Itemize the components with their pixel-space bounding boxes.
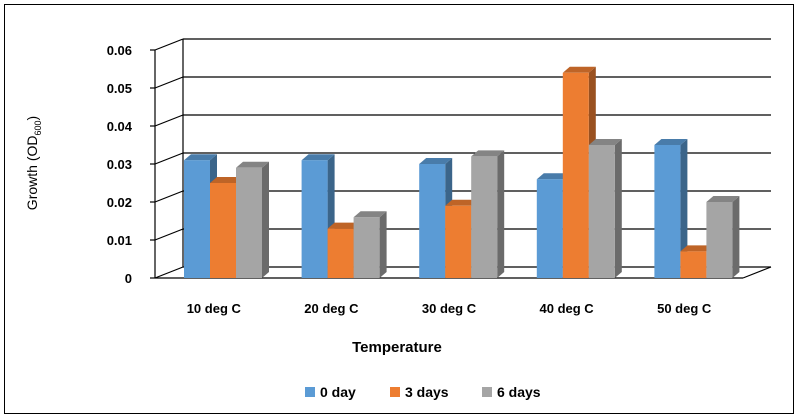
legend-item: 6 days <box>482 384 541 400</box>
bar-top <box>536 173 570 180</box>
bar-front <box>236 167 262 278</box>
bar-top <box>236 161 269 168</box>
x-tick-label: 20 deg C <box>304 301 359 316</box>
legend-label: 6 days <box>497 384 541 400</box>
gridline-connector <box>154 114 184 127</box>
x-tick-label: 40 deg C <box>540 301 595 316</box>
y-tick-label: 0.01 <box>107 233 132 248</box>
y-tick-label: 0.06 <box>107 43 132 58</box>
x-axis-title: Temperature <box>352 339 442 356</box>
bar-front <box>680 251 707 278</box>
legend: 0 day 3 days 6 days <box>305 384 541 400</box>
bar-front <box>562 72 589 278</box>
bar-top <box>588 139 622 145</box>
gridline-connector <box>154 190 184 203</box>
bar <box>588 139 622 278</box>
y-tick-label: 0.02 <box>107 195 132 210</box>
legend-swatch <box>305 387 315 397</box>
legend-swatch <box>482 387 492 397</box>
bar-front <box>654 145 681 278</box>
x-tick-label: 30 deg C <box>422 301 477 316</box>
bar-side <box>379 211 387 278</box>
legend-item: 0 day <box>305 384 356 400</box>
legend-swatch <box>390 387 400 397</box>
bar-front <box>210 183 236 278</box>
bar-side <box>732 196 740 278</box>
y-tick-label: 0 <box>125 271 132 286</box>
bars <box>184 66 740 278</box>
bar-top <box>184 154 217 161</box>
bar-top <box>654 139 688 145</box>
bar-top <box>680 245 714 252</box>
bar-top <box>210 177 243 183</box>
gridline-connector <box>154 152 184 165</box>
y-axis-title-main: Growth (OD <box>24 136 40 211</box>
bar-top <box>419 158 453 164</box>
bar-front <box>301 160 328 278</box>
x-tick-label: 50 deg C <box>657 301 712 316</box>
legend-label: 0 day <box>320 384 356 400</box>
bar-front <box>353 217 380 278</box>
y-tick-label: 0.05 <box>107 81 132 96</box>
gridline-connector <box>154 76 184 89</box>
bar-top <box>353 211 387 218</box>
y-axis-title-subscript: 600 <box>33 120 43 135</box>
x-tick-label: 10 deg C <box>187 301 242 316</box>
y-tick-label: 0.03 <box>107 157 132 172</box>
bar-front <box>706 202 733 278</box>
bar-front <box>471 156 498 278</box>
bar-top <box>562 66 596 73</box>
bar-front <box>184 160 210 278</box>
bar-side <box>614 139 622 278</box>
gridline-connector <box>154 38 184 51</box>
bar-top <box>327 222 361 229</box>
bar <box>706 196 740 278</box>
bar-top <box>301 154 335 161</box>
bar-top <box>706 196 740 202</box>
legend-label: 3 days <box>405 384 449 400</box>
bar-side <box>262 161 269 278</box>
gridline-connector <box>154 266 184 279</box>
legend-item: 3 days <box>390 384 449 400</box>
bar-front <box>536 179 563 278</box>
floor-right-edge <box>742 266 772 279</box>
bar <box>654 139 688 278</box>
bar-side <box>497 150 505 278</box>
chart-frame: 0 0.01 0.02 0.03 0.04 0.05 0.06 10 deg C 20 deg… <box>4 4 794 414</box>
bar-front <box>445 205 472 278</box>
bar-side <box>680 139 688 278</box>
bar-front <box>327 228 354 278</box>
y-tick-label: 0.04 <box>107 119 133 134</box>
bar <box>236 161 269 278</box>
bar-chart: 0 0.01 0.02 0.03 0.04 0.05 0.06 10 deg C 20 deg… <box>24 38 772 400</box>
bar-front <box>419 164 446 278</box>
bar-front <box>588 145 615 278</box>
y-axis-title: Growth (OD600) <box>24 116 43 210</box>
bar <box>353 211 387 278</box>
y-tick-labels: 0 0.01 0.02 0.03 0.04 0.05 0.06 <box>107 43 133 286</box>
gridline-connector <box>154 228 184 241</box>
bar <box>471 150 505 278</box>
bar-top <box>471 150 505 157</box>
x-tick-labels: 10 deg C 20 deg C 30 deg C 40 deg C 50 deg C <box>187 301 712 316</box>
y-axis-title-close: ) <box>24 116 40 121</box>
bar-top <box>445 199 479 206</box>
